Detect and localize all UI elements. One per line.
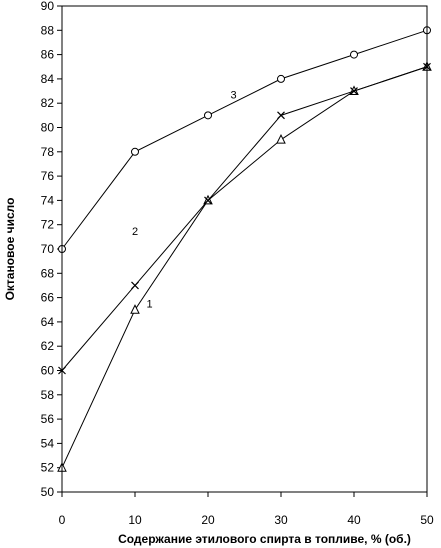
- series-label: 1: [147, 299, 153, 311]
- y-tick-label: 54: [41, 436, 55, 450]
- y-tick-label: 68: [41, 266, 55, 280]
- y-tick-label: 58: [41, 388, 55, 402]
- data-point: [204, 111, 212, 120]
- series-line: [61, 66, 428, 468]
- data-point: [204, 196, 212, 205]
- series-label: 3: [230, 90, 236, 102]
- series-label: 2: [132, 226, 138, 238]
- series-line: [61, 66, 428, 371]
- y-tick-label: 74: [41, 193, 55, 207]
- y-tick-label: 72: [41, 218, 55, 232]
- data-point: [131, 147, 139, 156]
- x-tick-label: 0: [59, 513, 66, 527]
- data-point: [350, 87, 358, 95]
- y-tick-label: 64: [41, 315, 55, 329]
- y-tick-label: 84: [41, 72, 55, 86]
- y-tick-label: 60: [41, 364, 55, 378]
- series-line: [61, 29, 428, 250]
- data-point: [276, 134, 286, 144]
- x-axis-ticks: 0 10 20 30 40 50: [59, 492, 434, 527]
- data-point: [131, 281, 139, 290]
- y-tick-label: 66: [41, 291, 55, 305]
- y-tick-label: 52: [41, 461, 55, 475]
- y-tick-label: 70: [41, 242, 55, 256]
- y-tick-label: 86: [41, 48, 55, 62]
- series-2: 2: [58, 62, 431, 375]
- y-tick-label: 78: [41, 145, 55, 159]
- x-tick-label: 20: [201, 513, 215, 527]
- x-tick-label: 30: [274, 513, 288, 527]
- y-axis-ticks: 50 52 54 56 58 60 62 64 66 68 70 72 74 76 78 80 82 84 86 88…: [41, 0, 62, 499]
- data-point: [277, 111, 285, 120]
- series-layer: 1 2 3: [57, 26, 432, 472]
- y-tick-label: 80: [41, 121, 55, 135]
- y-tick-label: 56: [41, 412, 55, 426]
- y-tick-label: 76: [41, 169, 55, 183]
- series-1: 1: [57, 61, 432, 472]
- y-tick-label: 62: [41, 339, 55, 353]
- y-tick-label: 88: [41, 23, 55, 37]
- x-axis-title: Содержание этилового спирта в топливе, %…: [118, 532, 411, 546]
- series-3: 3: [58, 26, 431, 253]
- x-tick-label: 40: [347, 513, 361, 527]
- y-tick-label: 90: [41, 0, 55, 13]
- data-point: [277, 74, 285, 83]
- x-tick-label: 50: [420, 513, 434, 527]
- y-tick-label: 82: [41, 96, 55, 110]
- x-tick-label: 10: [128, 513, 142, 527]
- plot-frame: [61, 5, 428, 493]
- data-point: [130, 304, 140, 314]
- data-point: [350, 50, 358, 59]
- y-axis-title: Октановое число: [3, 198, 17, 301]
- y-tick-label: 50: [41, 485, 55, 499]
